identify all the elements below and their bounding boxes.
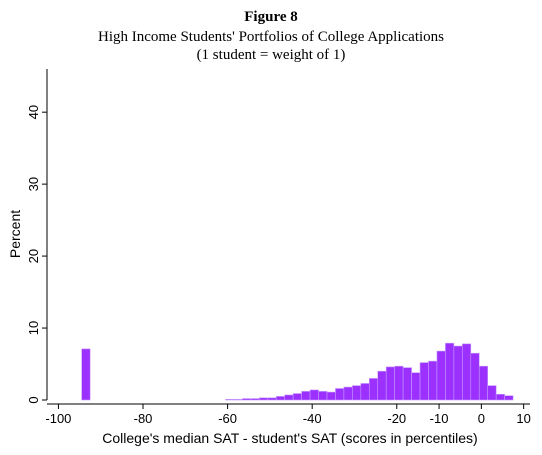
- y-tick-label: 30: [26, 177, 41, 191]
- bar: [462, 343, 472, 401]
- y-tick-label: 10: [26, 321, 41, 335]
- bar: [394, 365, 404, 401]
- bar: [250, 398, 260, 401]
- x-tick-label: -100: [45, 411, 71, 426]
- bar: [419, 362, 429, 401]
- bar: [411, 372, 421, 401]
- x-tick-label: -80: [134, 411, 153, 426]
- x-axis-label: College's median SAT - student's SAT (sc…: [102, 430, 477, 446]
- bar: [318, 391, 328, 401]
- x-tick-label: -10: [430, 411, 449, 426]
- bar: [259, 397, 269, 401]
- y-tick-label: 40: [26, 105, 41, 119]
- bar: [284, 394, 294, 401]
- x-tick-label: -60: [218, 411, 237, 426]
- bar: [309, 389, 319, 401]
- y-tick-label: 20: [26, 249, 41, 263]
- bar: [487, 385, 497, 401]
- chart-subtitle: (1 student = weight of 1): [197, 47, 346, 63]
- bar: [495, 393, 505, 401]
- bar: [402, 367, 412, 401]
- bar: [242, 398, 252, 401]
- bar: [445, 342, 455, 401]
- x-tick-label: 10: [516, 411, 530, 426]
- bar: [275, 396, 285, 401]
- bar: [436, 350, 446, 401]
- bar: [368, 378, 379, 401]
- x-tick-label: 0: [478, 411, 485, 426]
- bar: [377, 370, 387, 401]
- chart-subtitle: High Income Students' Portfolios of Coll…: [98, 29, 444, 45]
- bar: [343, 386, 353, 401]
- bar: [470, 352, 480, 401]
- bar: [326, 391, 336, 401]
- bar: [504, 395, 514, 401]
- bar: [292, 393, 302, 401]
- bar: [385, 366, 395, 401]
- chart-title: Figure 8: [244, 9, 297, 25]
- bar: [81, 348, 91, 401]
- bar: [233, 398, 243, 401]
- y-axis-label: Percent: [7, 210, 23, 258]
- bar: [335, 388, 345, 401]
- bar: [352, 385, 362, 401]
- bar: [267, 397, 277, 401]
- bar: [428, 360, 438, 401]
- bar: [360, 383, 370, 401]
- x-tick-label: -20: [387, 411, 406, 426]
- bar: [301, 391, 311, 401]
- bar: [478, 365, 489, 401]
- x-tick-label: -40: [303, 411, 322, 426]
- y-tick-label: 0: [26, 396, 41, 403]
- bar: [453, 345, 463, 401]
- bar: [225, 398, 235, 401]
